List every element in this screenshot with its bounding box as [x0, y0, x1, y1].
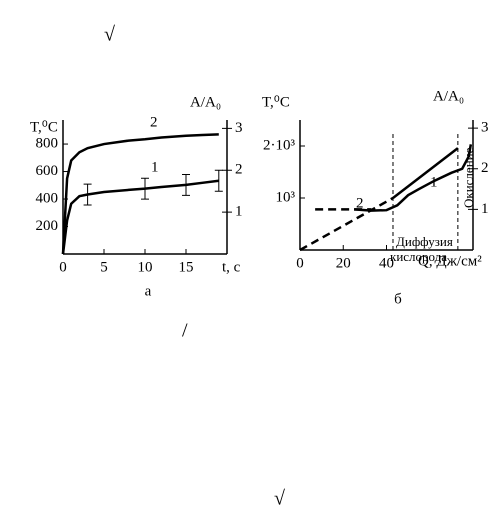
y2-axis-title: A/A₀ — [433, 88, 464, 104]
y2-tick-label: 1 — [481, 201, 489, 217]
x-axis-title: t, c — [222, 259, 241, 275]
y2-tick-label: 2 — [235, 162, 243, 178]
caption: б — [394, 291, 402, 307]
x-tick-label: 10 — [138, 259, 153, 275]
x-tick-label: 5 — [100, 259, 108, 275]
y-tick-label: 600 — [36, 163, 59, 179]
y-tick-label: 2·10³ — [263, 137, 295, 153]
y-axis-title: T,⁰C — [262, 94, 290, 110]
annotation: Диффузия — [396, 234, 453, 249]
y-axis-title: T,⁰C — [30, 119, 58, 135]
y2-tick-label: 2 — [481, 160, 489, 176]
series-line — [353, 144, 473, 212]
stray-mark: √ — [274, 488, 285, 510]
x-tick-label: 0 — [296, 255, 304, 271]
x-axis-title: Q, Дж/см² — [418, 253, 482, 269]
y-tick-label: 800 — [36, 135, 59, 151]
y2-tick-label: 3 — [481, 120, 489, 136]
series-line — [392, 147, 459, 199]
stray-mark: / — [182, 320, 188, 342]
series-label: 2 — [150, 114, 158, 130]
caption: а — [145, 283, 152, 299]
error-bar — [182, 173, 190, 196]
series-line — [61, 133, 219, 255]
series-line — [299, 196, 394, 252]
y2-tick-label: 1 — [235, 204, 243, 220]
x-tick-label: 0 — [59, 259, 67, 275]
series-label: 1 — [151, 159, 159, 175]
x-tick-label: 20 — [336, 255, 351, 271]
x-tick-label: 15 — [179, 259, 194, 275]
y-tick-label: 400 — [36, 190, 59, 206]
annotation: кислорода — [390, 249, 447, 264]
y2-axis-title: A/A₀ — [190, 94, 221, 110]
series-line — [61, 179, 219, 255]
series-label: 2 — [356, 195, 364, 211]
x-tick-label: 40 — [379, 255, 394, 271]
error-bar — [141, 177, 149, 200]
stray-mark: √ — [104, 24, 115, 46]
y-tick-label: 10³ — [276, 189, 296, 205]
y-tick-label: 200 — [36, 218, 59, 234]
error-bar — [83, 183, 92, 206]
y2-tick-label: 3 — [235, 120, 243, 136]
error-bar — [214, 169, 223, 192]
